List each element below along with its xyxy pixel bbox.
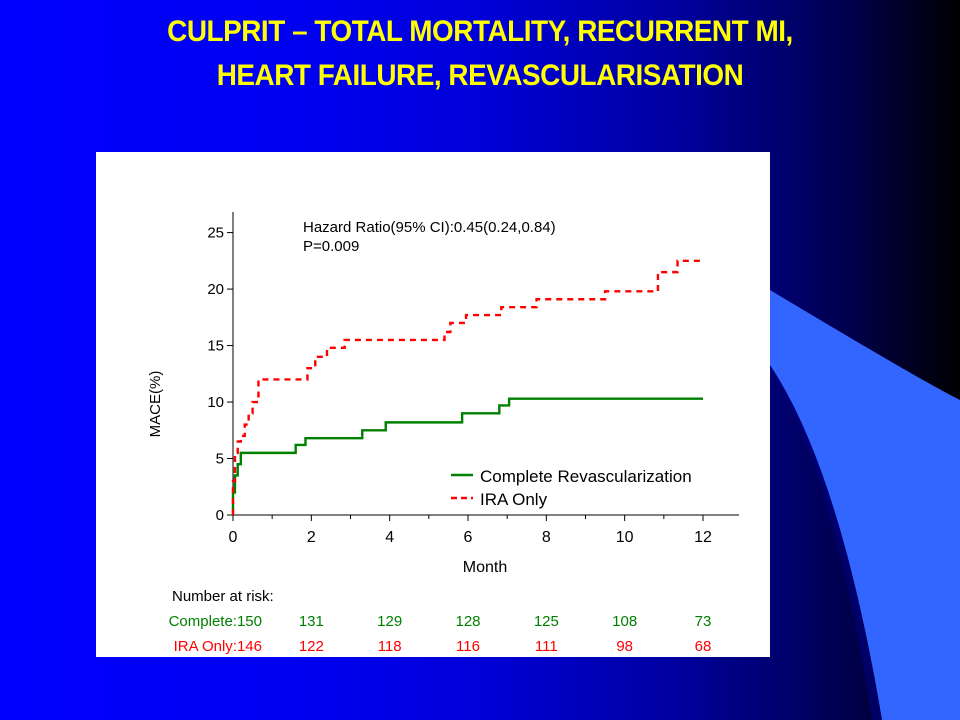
slide-title-line-2: HEART FAILURE, REVASCULARISATION xyxy=(216,59,744,92)
risk-row-complete-label: Complete:150 xyxy=(169,613,262,630)
slide-title: CULPRIT – TOTAL MORTALITY, RECURRENT MI,… xyxy=(34,10,927,98)
risk-value-ira: 98 xyxy=(616,638,633,655)
axes: 0 5 10 15 20 25 0 2 4 6 8 10 12 xyxy=(207,212,739,546)
risk-value-ira: 118 xyxy=(378,638,402,655)
hazard-ratio-annotation: Hazard Ratio(95% CI):0.45(0.24,0.84) xyxy=(303,219,556,236)
p-value-annotation: P=0.009 xyxy=(303,238,359,255)
series-line-ira-only xyxy=(231,259,703,515)
risk-value-ira: 111 xyxy=(535,638,558,655)
x-tick-label: 10 xyxy=(616,529,634,546)
x-tick-label: 4 xyxy=(385,529,394,546)
y-tick-label: 5 xyxy=(216,451,224,468)
y-tick-label: 20 xyxy=(207,281,224,298)
risk-value-ira: 116 xyxy=(456,638,480,655)
x-tick-label: 6 xyxy=(464,529,473,546)
risk-value-complete: 131 xyxy=(299,613,324,630)
y-tick-label: 10 xyxy=(207,394,224,411)
chart-text-layer: MACE(%) Month Hazard Ratio(95% CI):0.45(… xyxy=(147,219,556,576)
y-axis-label: MACE(%) xyxy=(147,371,164,438)
legend-complete-label: Complete Revascularization xyxy=(480,467,692,486)
risk-value-ira: 122 xyxy=(299,638,324,655)
risk-value-complete: 128 xyxy=(455,613,480,630)
risk-value-ira: 68 xyxy=(695,638,712,655)
series-line-complete-revascularization xyxy=(231,397,703,515)
risk-table-title: Number at risk: xyxy=(172,588,274,605)
y-tick-label: 15 xyxy=(207,338,224,355)
x-tick-label: 12 xyxy=(694,529,712,546)
risk-value-complete: 73 xyxy=(695,613,712,630)
risk-value-complete: 125 xyxy=(534,613,559,630)
x-tick-label: 2 xyxy=(307,529,316,546)
number-at-risk-table: Number at risk: Complete:150 IRA Only:14… xyxy=(169,588,712,655)
risk-value-complete: 129 xyxy=(377,613,402,630)
x-tick-label: 8 xyxy=(542,529,551,546)
risk-row-ira-label: IRA Only:146 xyxy=(174,638,262,655)
chart-panel: 0 5 10 15 20 25 0 2 4 6 8 10 12 MACE(%) Month Hazard… xyxy=(96,152,770,657)
legend-ira-label: IRA Only xyxy=(480,490,548,509)
legend: Complete Revascularization IRA Only xyxy=(451,467,692,509)
y-tick-label: 25 xyxy=(207,225,224,242)
x-axis-label: Month xyxy=(463,559,507,576)
slide-title-line-1: CULPRIT – TOTAL MORTALITY, RECURRENT MI, xyxy=(167,15,793,48)
series-layer xyxy=(231,259,703,515)
risk-value-complete: 108 xyxy=(612,613,637,630)
y-tick-label: 0 xyxy=(216,507,224,524)
x-tick-label: 0 xyxy=(229,529,238,546)
